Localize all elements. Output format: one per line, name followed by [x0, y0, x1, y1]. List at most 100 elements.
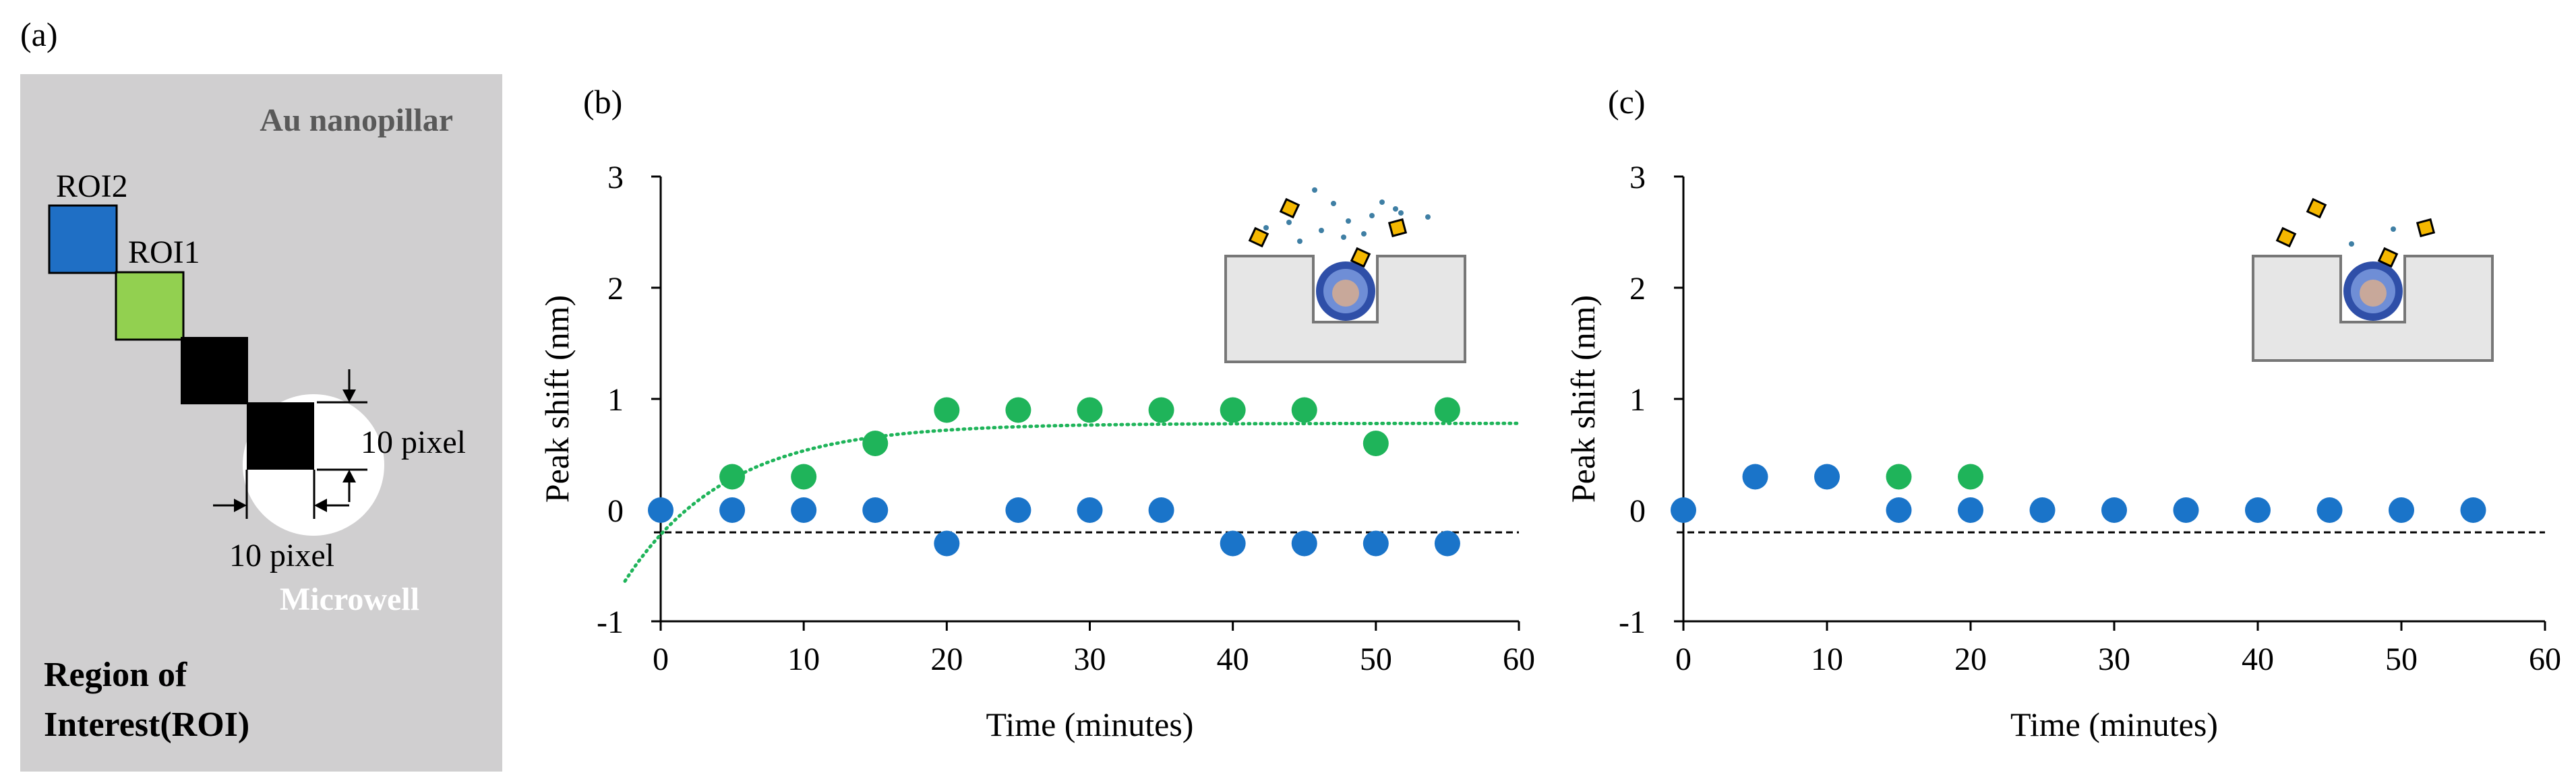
particle-dots: [1263, 187, 1431, 244]
fit-curve: [623, 421, 1521, 583]
data-point-roi2: [1148, 497, 1174, 523]
roi1-square: [115, 271, 185, 341]
y-tick-label: 0: [607, 493, 624, 529]
data-point-roi1: [1362, 431, 1389, 456]
x-tick-label: 10: [1811, 642, 1843, 677]
y-tick-label: 2: [607, 271, 624, 307]
data-point-roi2: [2173, 497, 2199, 523]
analyte-diamond-3: [2377, 247, 2399, 268]
data-point-roi2: [1220, 530, 1246, 557]
data-point-roi2: [2389, 497, 2414, 523]
x-tick-label: 0: [653, 642, 669, 677]
chart-b: (b) -1 0 1 2 3 0 10 20 30 40 50 60: [538, 83, 1535, 743]
data-point-roi1: [1434, 397, 1460, 423]
particle-dots: [2349, 226, 2396, 247]
analyte-diamond-2: [2275, 226, 2297, 248]
data-point-roi1: [1005, 397, 1031, 423]
panel-a-label: (a): [20, 15, 58, 53]
panel-a: Au nanopillar ROI2 ROI1 10 pixel 10 pi: [20, 74, 502, 772]
x-axis-title: Time (minutes): [986, 706, 1194, 743]
arrow-head-down-icon: [342, 389, 356, 402]
data-point-roi1: [719, 464, 746, 490]
data-point-roi1: [934, 397, 960, 423]
y-tick-label: -1: [597, 604, 624, 640]
panel-b-label: (b): [583, 83, 622, 121]
data-point-roi1: [1077, 397, 1103, 423]
series-roi1: [719, 397, 1460, 490]
pixel-label-bottom: 10 pixel: [229, 538, 334, 573]
data-point-roi1: [862, 431, 889, 456]
roi-square-black-2: [247, 402, 314, 470]
x-tick-label: 40: [2242, 642, 2274, 677]
y-tick-label: 1: [1629, 382, 1646, 418]
x-tick-label: 40: [1217, 642, 1249, 677]
x-tick-label: 10: [787, 642, 820, 677]
region-label-line2: Interest(ROI): [44, 706, 249, 744]
series-roi2: [648, 497, 1460, 557]
bead-core: [1332, 280, 1359, 307]
x-tick-label: 50: [2385, 642, 2418, 677]
y-tick-label: 0: [1629, 493, 1646, 529]
data-point-roi2: [1077, 497, 1103, 523]
data-point-roi2: [1291, 530, 1317, 557]
x-axis-title: Time (minutes): [2010, 706, 2218, 743]
x-tick-label: 50: [1360, 642, 1392, 677]
chart-c: (c) -1 0 1 2 3 0 10 20 30 40 50 60 Peak shift (nm)…: [1564, 83, 2561, 743]
analyte-diamond-1: [2306, 197, 2327, 219]
data-point-roi2: [2245, 497, 2271, 523]
y-axis-title: Peak shift (nm): [538, 295, 576, 503]
data-point-roi2: [2101, 497, 2127, 523]
data-point-roi2: [791, 497, 817, 523]
analyte-diamond-4: [2416, 218, 2436, 238]
data-point-roi1: [1291, 397, 1317, 423]
data-point-roi2: [648, 497, 673, 523]
data-point-roi1: [791, 464, 817, 490]
roi2-label: ROI2: [56, 168, 128, 204]
data-point-roi2: [934, 530, 960, 557]
well-block: [1224, 255, 1466, 363]
data-point-roi2: [1742, 464, 1768, 490]
data-point-roi2: [2316, 497, 2343, 523]
data-point-roi2: [719, 497, 746, 523]
analyte-diamond-2: [1248, 226, 1269, 248]
x-tick-label: 60: [1503, 642, 1535, 677]
data-point-roi2: [1671, 497, 1696, 523]
bead-core: [2360, 280, 2387, 307]
arrow-head-up-icon: [342, 470, 356, 482]
arrow-head-right-icon: [234, 499, 247, 512]
x-tick-label: 0: [1675, 642, 1691, 677]
y-tick-label: 3: [1629, 160, 1646, 195]
roi-square-black-1: [181, 337, 248, 404]
data-point-roi2: [1886, 497, 1912, 523]
region-label-line1: Region of: [44, 656, 187, 694]
data-point-roi2: [1814, 464, 1840, 490]
data-point-roi2: [2460, 497, 2486, 523]
x-tick-label: 20: [1954, 642, 1987, 677]
data-point-roi2: [1958, 497, 1983, 523]
analyte-diamond-1: [1279, 197, 1300, 219]
data-point-roi2: [1005, 497, 1031, 523]
y-axis-title: Peak shift (nm): [1564, 295, 1602, 503]
analyte-diamond-4: [1387, 218, 1408, 238]
y-tick-label: -1: [1619, 604, 1646, 640]
data-point-roi1: [1220, 397, 1246, 423]
y-tick-label: 3: [607, 160, 624, 195]
analyte-diamond-3: [1350, 247, 1371, 268]
roi1-label: ROI1: [128, 235, 200, 270]
data-point-roi2: [2029, 497, 2056, 523]
microwell-label: Microwell: [280, 582, 419, 617]
x-tick-label: 20: [930, 642, 963, 677]
data-point-roi2: [1434, 530, 1460, 557]
data-point-roi1: [1958, 464, 1983, 490]
series-roi2: [1671, 464, 2486, 523]
au-nanopillar-label: Au nanopillar: [260, 102, 453, 138]
x-tick-label: 30: [1074, 642, 1106, 677]
data-point-roi1: [1148, 397, 1174, 423]
x-tick-label: 30: [2098, 642, 2130, 677]
microwell-inset: [1224, 187, 1466, 363]
data-point-roi2: [1362, 530, 1389, 557]
data-point-roi1: [1886, 464, 1912, 490]
data-point-roi2: [862, 497, 889, 523]
panel-c-label: (c): [1608, 83, 1646, 121]
x-tick-label: 60: [2529, 642, 2561, 677]
